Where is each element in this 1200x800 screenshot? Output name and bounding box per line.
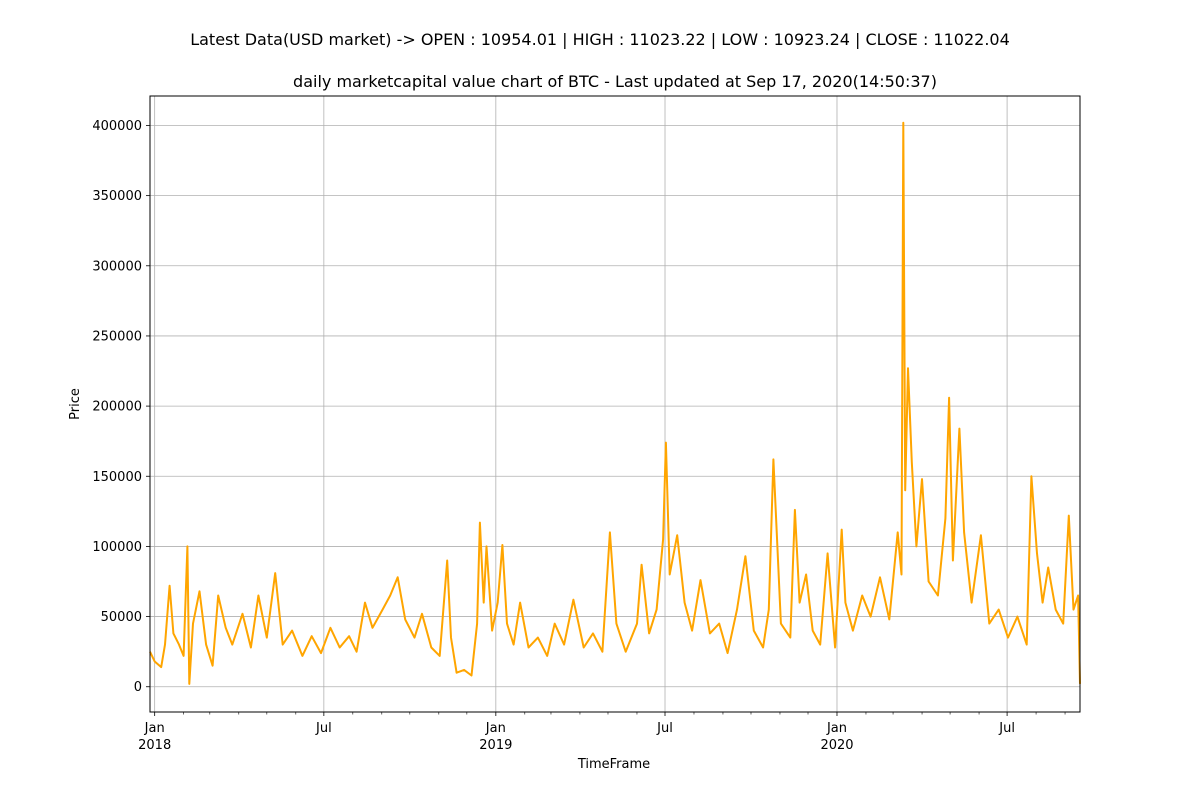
y-axis-label: Price [68, 388, 83, 420]
x-tick-label: Jul [656, 721, 673, 736]
x-tick-year-label: 2018 [138, 738, 171, 753]
x-tick-label: Jan [144, 721, 165, 736]
x-tick-year-label: 2020 [820, 738, 853, 753]
x-tick-year-label: 2019 [479, 738, 512, 753]
y-tick-label: 250000 [92, 329, 142, 344]
x-tick-label: Jan [485, 721, 506, 736]
suptitle: Latest Data(USD market) -> OPEN : 10954.… [190, 30, 1010, 49]
y-tick-label: 400000 [92, 119, 142, 134]
y-tick-label: 150000 [92, 470, 142, 485]
y-tick-label: 300000 [92, 259, 142, 274]
y-tick-label: 350000 [92, 189, 142, 204]
chart-title: daily marketcapital value chart of BTC -… [293, 72, 937, 91]
y-tick-label: 0 [134, 680, 142, 695]
x-axis-label: TimeFrame [577, 757, 650, 772]
series-layer [149, 121, 1081, 685]
y-tick-label: 100000 [92, 540, 142, 555]
grid [150, 96, 1080, 712]
series-line [149, 121, 1081, 685]
x-tick-label: Jul [998, 721, 1015, 736]
y-tick-label: 50000 [101, 610, 142, 625]
x-axis: Jan 2018 Jul Jan 2019 Jul Jan 2020 Jul [138, 712, 1066, 753]
y-axis: 0 50000 100000 150000 200000 250000 300000 3500… [92, 119, 150, 695]
plot-frame [149, 95, 1081, 713]
y-tick-label: 200000 [92, 400, 142, 415]
x-tick-label: Jul [315, 721, 332, 736]
x-tick-label: Jan [826, 721, 847, 736]
